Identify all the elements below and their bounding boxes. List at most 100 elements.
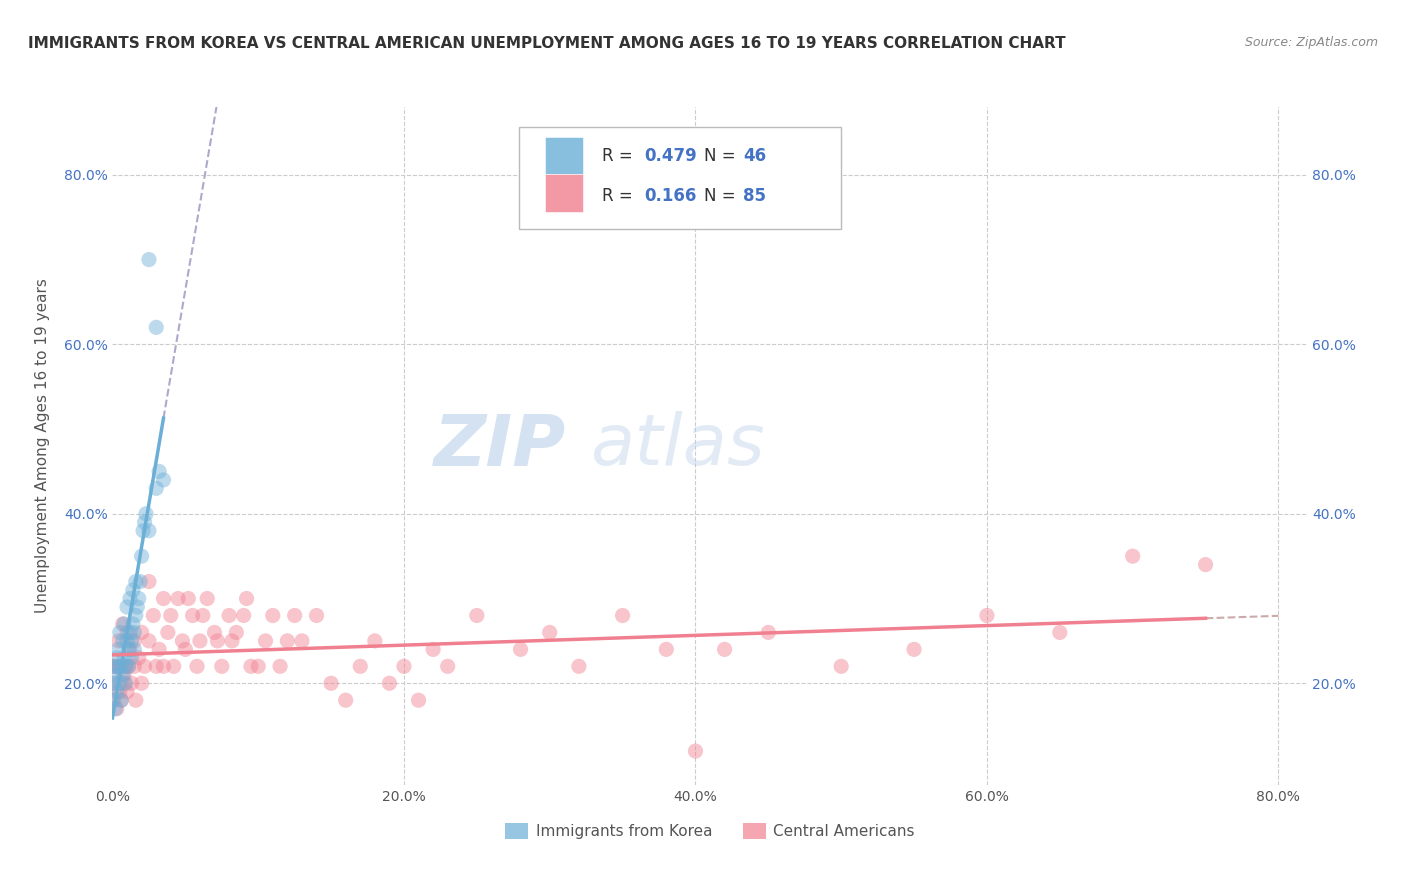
Point	[142, 608, 165, 623]
Point	[145, 659, 167, 673]
Point	[118, 625, 141, 640]
Point	[117, 642, 139, 657]
Point	[103, 659, 125, 673]
Text: ZIP: ZIP	[434, 411, 567, 481]
Text: 85: 85	[744, 186, 766, 205]
Point	[830, 659, 852, 673]
Point	[221, 633, 243, 648]
Point	[148, 642, 170, 657]
Text: IMMIGRANTS FROM KOREA VS CENTRAL AMERICAN UNEMPLOYMENT AMONG AGES 16 TO 19 YEARS: IMMIGRANTS FROM KOREA VS CENTRAL AMERICA…	[28, 36, 1066, 51]
Point	[104, 667, 127, 681]
Point	[111, 633, 134, 648]
Point	[104, 701, 127, 715]
Point	[111, 667, 134, 681]
Point	[128, 651, 150, 665]
Point	[128, 591, 150, 606]
Point	[120, 651, 142, 665]
Point	[349, 659, 371, 673]
Point	[1049, 625, 1071, 640]
Point	[112, 676, 135, 690]
Point	[135, 507, 157, 521]
Point	[319, 676, 342, 690]
Point	[145, 320, 167, 334]
Point	[127, 600, 149, 615]
Point	[291, 633, 314, 648]
Point	[129, 574, 152, 589]
Y-axis label: Unemployment Among Ages 16 to 19 years: Unemployment Among Ages 16 to 19 years	[35, 278, 49, 614]
Point	[408, 693, 430, 707]
Point	[148, 464, 170, 478]
FancyBboxPatch shape	[519, 128, 842, 229]
Point	[235, 591, 257, 606]
Point	[655, 642, 678, 657]
Point	[110, 659, 132, 673]
Point	[134, 515, 156, 529]
FancyBboxPatch shape	[546, 136, 583, 174]
Point	[756, 625, 779, 640]
Point	[232, 608, 254, 623]
Point	[465, 608, 488, 623]
Point	[132, 524, 155, 538]
Point	[247, 659, 270, 673]
Text: 0.166: 0.166	[644, 186, 697, 205]
Point	[111, 617, 134, 632]
Point	[104, 659, 127, 673]
Point	[152, 591, 174, 606]
Point	[159, 608, 181, 623]
Point	[101, 676, 124, 690]
FancyBboxPatch shape	[546, 175, 583, 211]
Point	[122, 617, 145, 632]
Point	[276, 633, 298, 648]
Point	[124, 633, 146, 648]
Text: 0.479: 0.479	[644, 147, 697, 165]
Point	[107, 633, 129, 648]
Point	[108, 685, 131, 699]
Point	[191, 608, 214, 623]
Point	[101, 693, 124, 707]
Point	[112, 651, 135, 665]
Point	[181, 608, 204, 623]
Point	[112, 617, 135, 632]
Point	[134, 659, 156, 673]
Point	[125, 693, 148, 707]
Point	[105, 701, 128, 715]
Point	[114, 659, 136, 673]
Point	[211, 659, 233, 673]
Point	[125, 574, 148, 589]
Text: atlas: atlas	[591, 411, 765, 481]
Point	[152, 473, 174, 487]
Point	[422, 642, 444, 657]
Point	[115, 600, 138, 615]
Point	[114, 676, 136, 690]
Point	[335, 693, 357, 707]
Point	[110, 693, 132, 707]
Point	[107, 659, 129, 673]
Point	[156, 625, 179, 640]
Point	[305, 608, 328, 623]
Point	[612, 608, 634, 623]
Point	[108, 659, 131, 673]
Point	[107, 642, 129, 657]
Point	[138, 574, 160, 589]
Point	[108, 676, 131, 690]
Text: N =: N =	[704, 186, 741, 205]
Point	[174, 642, 197, 657]
Point	[125, 608, 148, 623]
Point	[152, 659, 174, 673]
Point	[225, 625, 247, 640]
Point	[378, 676, 401, 690]
Point	[138, 524, 160, 538]
Point	[131, 549, 153, 564]
Point	[108, 625, 131, 640]
Point	[112, 667, 135, 681]
Point	[269, 659, 291, 673]
Point	[204, 625, 226, 640]
Text: R =: R =	[603, 186, 638, 205]
Point	[392, 659, 415, 673]
Point	[145, 481, 167, 495]
Point	[976, 608, 998, 623]
Point	[105, 685, 128, 699]
Point	[239, 659, 262, 673]
Point	[163, 659, 186, 673]
Point	[117, 659, 139, 673]
